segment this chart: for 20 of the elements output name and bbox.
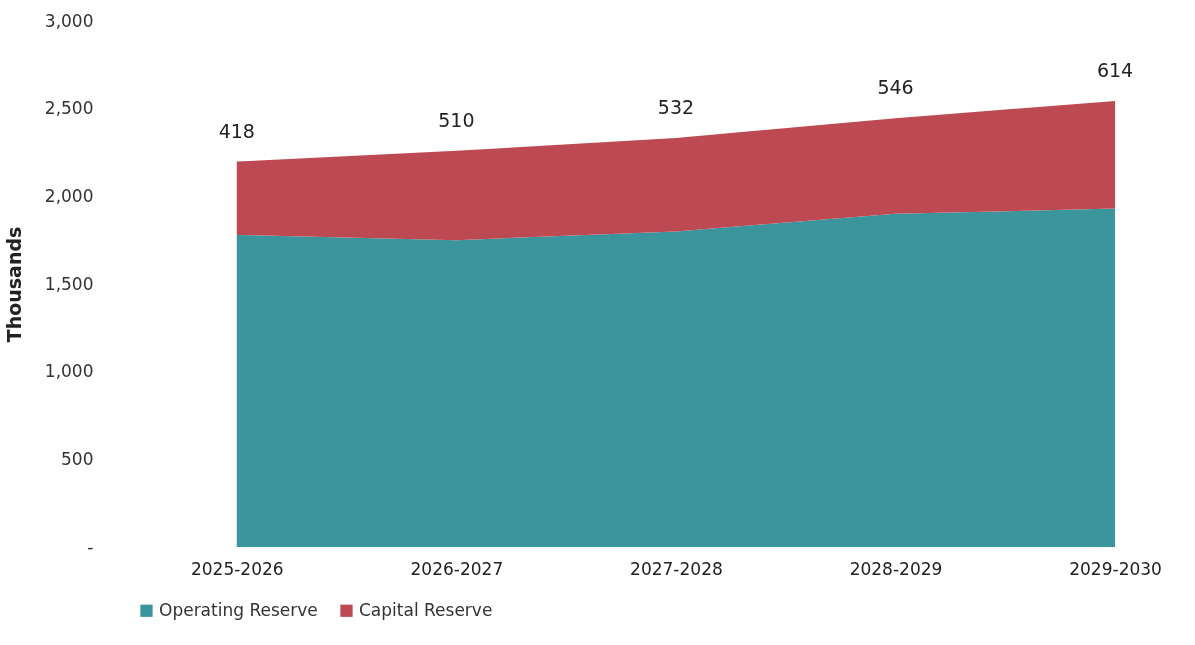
y-axis-title: Thousands (2, 226, 25, 343)
x-tick-label: 2029-2030 (1069, 558, 1162, 579)
data-label: 532 (657, 96, 695, 119)
data-label: 418 (218, 119, 255, 142)
y-tick-label: 1,500 (44, 273, 94, 294)
y-tick-label: 2,000 (44, 185, 94, 206)
y-tick-label: 500 (61, 448, 94, 469)
y-tick-label: 2,500 (44, 98, 94, 119)
x-tick-label: 2025-2026 (190, 558, 284, 579)
legend-label: Operating Reserve (159, 599, 318, 620)
y-tick-label: 1,000 (44, 361, 94, 382)
legend-label: Capital Reserve (359, 599, 493, 620)
y-tick-label: - (87, 536, 94, 557)
x-tick-label: 2028-2029 (849, 558, 943, 579)
y-tick-label: 3,000 (44, 10, 94, 31)
data-label: 614 (1096, 58, 1134, 81)
data-label: 546 (877, 76, 914, 99)
x-tick-label: 2026-2027 (410, 558, 504, 579)
data-label: 510 (438, 108, 475, 131)
x-tick-label: 2027-2028 (630, 558, 723, 579)
